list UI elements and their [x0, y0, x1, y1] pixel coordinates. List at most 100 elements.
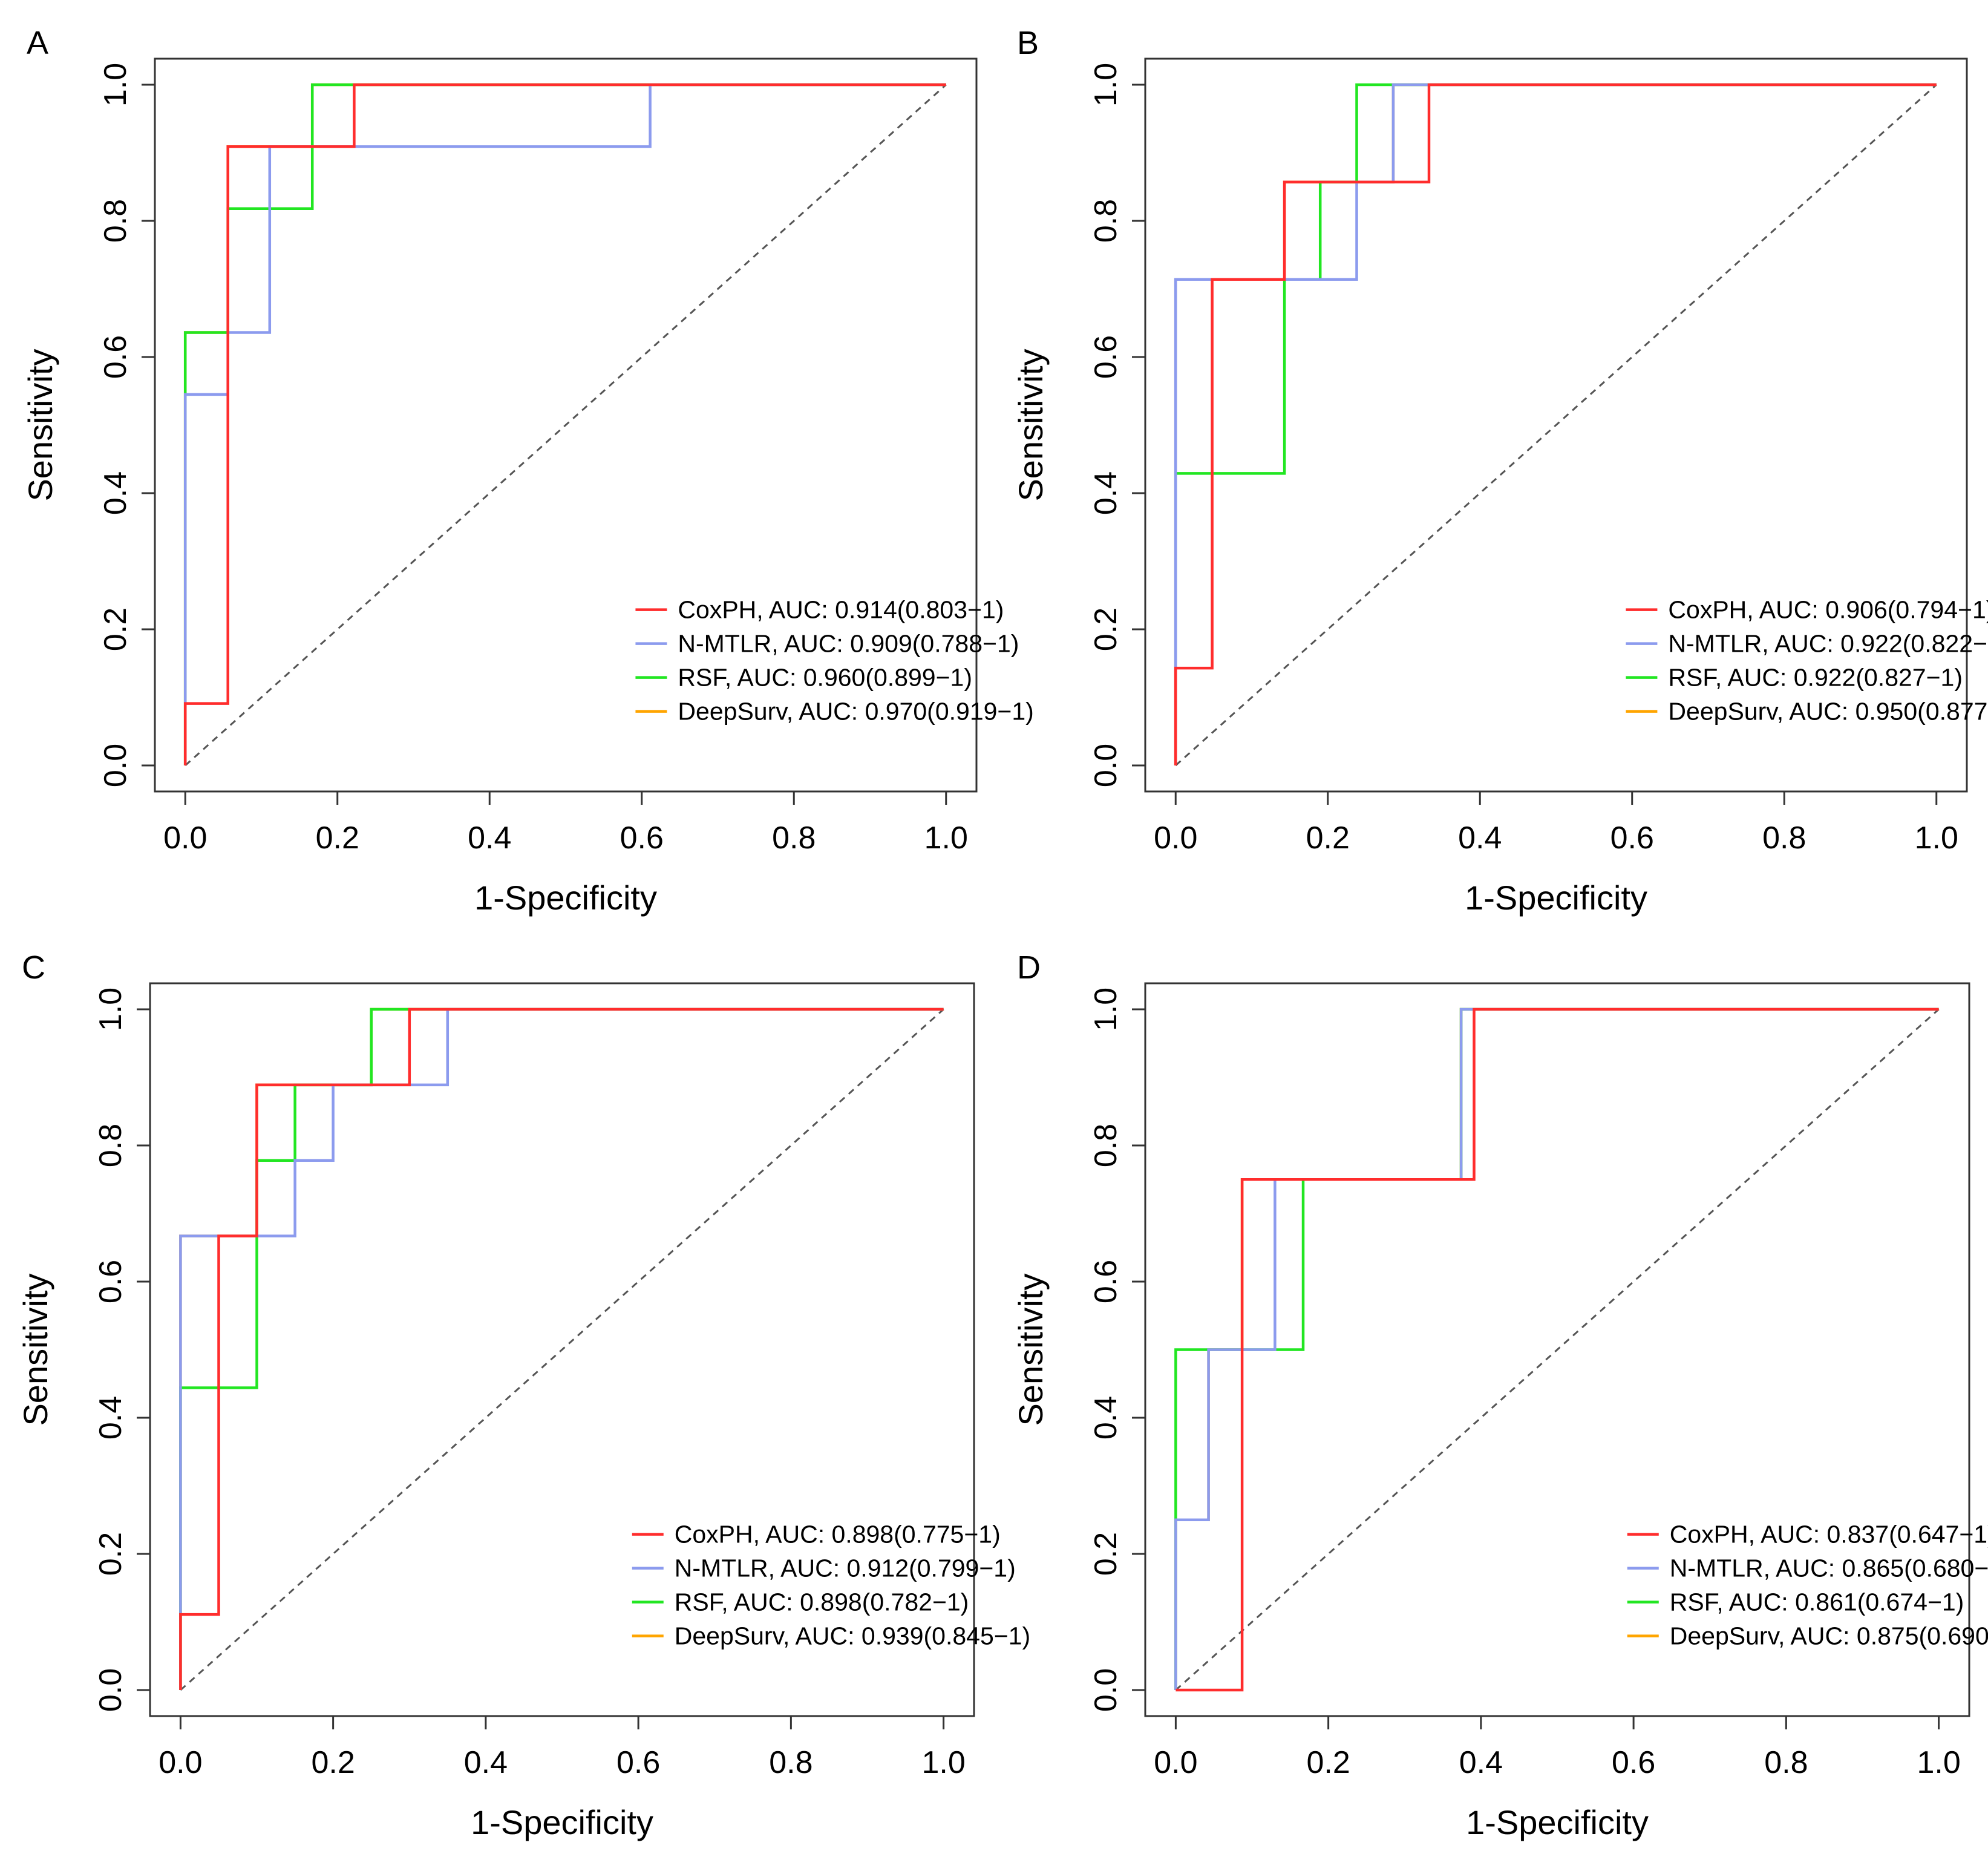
roc-curve-n-mtlr — [1174, 1007, 1939, 1690]
x-axis-label: 1-Specificity — [471, 1803, 653, 1841]
y-tick-label: 0.2 — [93, 1532, 128, 1576]
x-tick-label: 0.4 — [464, 1745, 508, 1780]
x-tick-label: 0.6 — [1612, 1745, 1655, 1780]
x-tick-label: 0.2 — [1306, 821, 1350, 856]
plot-frame — [154, 57, 978, 793]
x-tick-label: 1.0 — [921, 1745, 965, 1780]
y-tick-label: 0.4 — [1088, 1396, 1123, 1440]
y-tick-label: 0.0 — [93, 1668, 128, 1712]
x-tick-label: 0.2 — [1306, 1745, 1350, 1780]
roc-curve-coxph — [179, 1007, 944, 1690]
y-tick-label: 1.0 — [98, 63, 133, 106]
roc-panel-c: C 0.0 0.2 0.4 0.6 0.8 1.0 0.0 0.2 0.4 0.6 0.8 1.0 1-S… — [16, 949, 1030, 1841]
legend-entry-rsf: RSF, AUC: 0.898(0.782−1) — [675, 1588, 969, 1616]
legend-entry-rsf: RSF, AUC: 0.960(0.899−1) — [678, 664, 972, 692]
legend-entry-n-mtlr: N-MTLR, AUC: 0.865(0.680−1) — [1670, 1555, 1988, 1582]
x-tick-label: 0.4 — [1458, 821, 1502, 856]
y-axis-label: Sensitivity — [1012, 349, 1050, 501]
x-tick-label: 0.2 — [311, 1745, 355, 1780]
diagonal-reference-line — [180, 1008, 944, 1691]
y-tick-label: 0.4 — [93, 1396, 128, 1440]
x-tick-label: 0.0 — [1154, 821, 1197, 856]
panel-label-d: D — [1017, 949, 1041, 986]
x-axis-label: 1-Specificity — [474, 879, 657, 917]
legend-entry-n-mtlr: N-MTLR, AUC: 0.912(0.799−1) — [675, 1555, 1016, 1582]
y-tick-label: 0.2 — [1088, 608, 1123, 651]
y-tick-label: 0.8 — [1088, 1124, 1123, 1167]
y-axis-label: Sensitivity — [16, 1273, 54, 1426]
x-tick-label: 1.0 — [924, 821, 968, 856]
roc-curve-coxph — [1174, 83, 1937, 765]
x-tick-label: 0.0 — [159, 1745, 202, 1780]
legend: CoxPH, AUC: 0.837(0.647−1) N-MTLR, AUC: 0… — [1627, 1521, 1988, 1650]
roc-panel-a: A 0.0 0.2 0.4 0.6 0.8 1.0 0.0 0.2 0.4 0.6 0.8 1.0 1-S… — [21, 25, 1034, 917]
y-axis-label: Sensitivity — [1012, 1273, 1050, 1426]
legend-entry-n-mtlr: N-MTLR, AUC: 0.909(0.788−1) — [678, 630, 1019, 658]
legend-entry-coxph: CoxPH, AUC: 0.898(0.775−1) — [675, 1521, 1001, 1548]
y-tick-label: 0.6 — [1088, 1260, 1123, 1303]
x-tick-label: 0.6 — [620, 821, 664, 856]
y-tick-label: 1.0 — [93, 988, 128, 1031]
roc-curve-coxph — [1175, 1007, 1939, 1692]
roc-curve-n-mtlr — [183, 83, 946, 765]
diagonal-reference-line — [185, 84, 947, 767]
plot-frame — [1144, 57, 1968, 793]
legend-entry-rsf: RSF, AUC: 0.922(0.827−1) — [1668, 664, 1963, 692]
y-tick-label: 0.4 — [1088, 471, 1123, 515]
plot-frame — [1144, 982, 1970, 1717]
legend: CoxPH, AUC: 0.906(0.794−1) N-MTLR, AUC: 0… — [1626, 596, 1988, 726]
diagonal-reference-line — [1175, 1008, 1940, 1691]
legend-entry-deepsurv: DeepSurv, AUC: 0.950(0.877−1) — [1668, 698, 1988, 726]
panel-label-a: A — [27, 25, 48, 61]
legend-entry-coxph: CoxPH, AUC: 0.914(0.803−1) — [678, 596, 1004, 624]
x-tick-label: 0.0 — [1154, 1745, 1197, 1780]
legend-entry-deepsurv: DeepSurv, AUC: 0.939(0.845−1) — [675, 1622, 1030, 1650]
roc-panel-d: D 0.0 0.2 0.4 0.6 0.8 1.0 0.0 0.2 0.4 0.6 0.8 1.0 1-S… — [1012, 949, 1988, 1841]
y-tick-label: 1.0 — [1088, 63, 1123, 106]
panel-label-b: B — [1017, 25, 1039, 61]
roc-panel-b: B 0.0 0.2 0.4 0.6 0.8 1.0 0.0 0.2 0.4 0.6 0.8 1.0 1-S… — [1012, 25, 1988, 917]
y-tick-label: 0.2 — [98, 608, 133, 651]
legend-entry-rsf: RSF, AUC: 0.861(0.674−1) — [1670, 1588, 1964, 1616]
plot-frame — [149, 982, 975, 1717]
legend: CoxPH, AUC: 0.898(0.775−1) N-MTLR, AUC: 0… — [632, 1521, 1030, 1650]
x-tick-label: 1.0 — [1917, 1745, 1960, 1780]
diagonal-reference-line — [1175, 84, 1937, 767]
x-tick-label: 0.4 — [1459, 1745, 1503, 1780]
x-tick-label: 0.0 — [163, 821, 207, 856]
legend-entry-deepsurv: DeepSurv, AUC: 0.970(0.919−1) — [678, 698, 1033, 726]
panel-label-c: C — [22, 949, 45, 986]
y-tick-label: 0.8 — [93, 1124, 128, 1167]
legend-entry-n-mtlr: N-MTLR, AUC: 0.922(0.822−1) — [1668, 630, 1988, 658]
y-tick-label: 0.6 — [98, 335, 133, 379]
x-tick-label: 0.6 — [1610, 821, 1654, 856]
x-tick-label: 0.2 — [316, 821, 359, 856]
y-tick-label: 1.0 — [1088, 988, 1123, 1031]
x-tick-label: 0.6 — [616, 1745, 660, 1780]
y-tick-label: 0.0 — [1088, 1668, 1123, 1712]
roc-curve-coxph — [183, 83, 946, 765]
x-axis-label: 1-Specificity — [1465, 879, 1647, 917]
legend: CoxPH, AUC: 0.914(0.803−1) N-MTLR, AUC: 0… — [635, 596, 1034, 726]
y-tick-label: 0.8 — [1088, 199, 1123, 243]
legend-entry-coxph: CoxPH, AUC: 0.837(0.647−1) — [1670, 1521, 1988, 1548]
y-tick-label: 0.0 — [1088, 744, 1123, 787]
x-tick-label: 1.0 — [1915, 821, 1958, 856]
y-tick-label: 0.0 — [98, 744, 133, 787]
x-tick-label: 0.8 — [769, 1745, 813, 1780]
y-tick-label: 0.8 — [98, 199, 133, 243]
x-tick-label: 0.8 — [772, 821, 816, 856]
x-tick-label: 0.8 — [1764, 1745, 1808, 1780]
roc-curve-n-mtlr — [1174, 83, 1937, 765]
y-tick-label: 0.6 — [93, 1260, 128, 1303]
x-tick-label: 0.8 — [1762, 821, 1806, 856]
x-tick-label: 0.4 — [468, 821, 511, 856]
y-tick-label: 0.4 — [98, 471, 133, 515]
y-tick-label: 0.6 — [1088, 335, 1123, 379]
legend-entry-deepsurv: DeepSurv, AUC: 0.875(0.690−1) — [1670, 1622, 1988, 1650]
legend-entry-coxph: CoxPH, AUC: 0.906(0.794−1) — [1668, 596, 1988, 624]
x-axis-label: 1-Specificity — [1466, 1803, 1649, 1841]
y-tick-label: 0.2 — [1088, 1532, 1123, 1576]
y-axis-label: Sensitivity — [21, 349, 59, 501]
